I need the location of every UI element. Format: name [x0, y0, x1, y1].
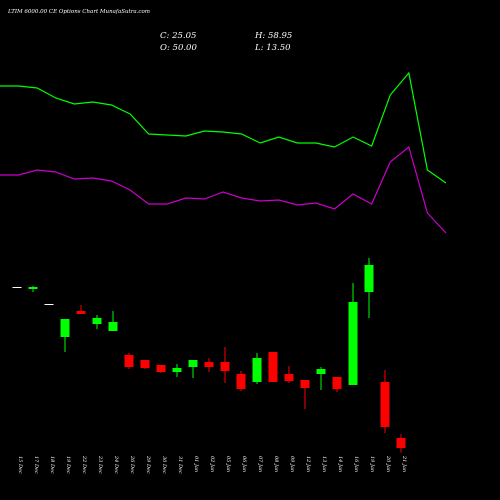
header-open: O: 50.00 — [160, 43, 197, 53]
x-tick-label: 07 Jan — [257, 456, 263, 472]
indicator-line — [0, 145, 447, 234]
x-tick-label: 30 Dec — [161, 456, 167, 474]
candle-body — [396, 438, 406, 448]
x-tick-label: 15 Dec — [17, 456, 23, 474]
candle-body — [124, 355, 134, 367]
candle-body — [44, 304, 54, 305]
candle-body — [156, 365, 166, 372]
candle-body — [284, 374, 294, 381]
x-tick-label: 19 Jan — [369, 456, 375, 472]
candle-body — [172, 368, 182, 372]
candle-body — [76, 311, 86, 314]
candle-body — [140, 360, 150, 368]
x-tick-label: 12 Jan — [305, 456, 311, 472]
candle-body — [92, 318, 102, 324]
candle-body — [108, 322, 118, 331]
candle-body — [348, 302, 358, 385]
x-tick-label: 17 Dec — [33, 456, 39, 474]
candle-body — [236, 374, 246, 389]
candle-body — [380, 382, 390, 427]
header-high: H: 58.95 — [254, 31, 292, 41]
x-tick-label: 02 Jan — [209, 456, 215, 472]
candle-body — [332, 377, 342, 389]
x-tick-label: 19 Dec — [65, 456, 71, 474]
x-tick-label: 31 Dec — [177, 456, 183, 474]
x-tick-label: 23 Dec — [97, 455, 103, 474]
x-tick-label: 05 Jan — [225, 456, 231, 472]
header-low: L: 13.50 — [254, 43, 291, 53]
candle-body — [268, 352, 278, 382]
candle-body — [204, 362, 214, 367]
x-tick-label: 08 Jan — [273, 456, 279, 472]
x-tick-label: 06 Jan — [241, 456, 247, 472]
indicator-line — [0, 71, 447, 184]
candle-body — [188, 360, 198, 367]
candle-body — [364, 265, 374, 292]
x-tick-label: 29 Dec — [145, 455, 151, 474]
candle-body — [60, 319, 70, 337]
x-tick-label: 21 Jan — [401, 455, 407, 472]
candle-body — [300, 380, 310, 388]
x-tick-label: 18 Dec — [49, 456, 55, 474]
x-tick-label: 09 Jan — [289, 456, 295, 472]
candle-body — [12, 287, 22, 288]
x-tick-label: 22 Dec — [81, 455, 87, 474]
x-tick-label: 13 Jan — [321, 456, 327, 472]
x-tick-label: 16 Jan — [353, 456, 359, 472]
candle-body — [252, 358, 262, 382]
candle-body — [316, 369, 326, 374]
chart-title: LTIM 6000.00 CE Options Chart MunafaSutr… — [7, 9, 150, 15]
candle-body — [220, 362, 230, 371]
candle-body — [28, 287, 38, 289]
x-tick-label: 24 Dec — [113, 455, 119, 474]
header-close: C: 25.05 — [160, 31, 196, 41]
x-tick-label: 14 Jan — [337, 456, 343, 472]
x-tick-label: 01 Jan — [193, 456, 199, 472]
x-tick-label: 20 Jan — [385, 455, 391, 472]
x-tick-label: 26 Dec — [129, 455, 135, 474]
